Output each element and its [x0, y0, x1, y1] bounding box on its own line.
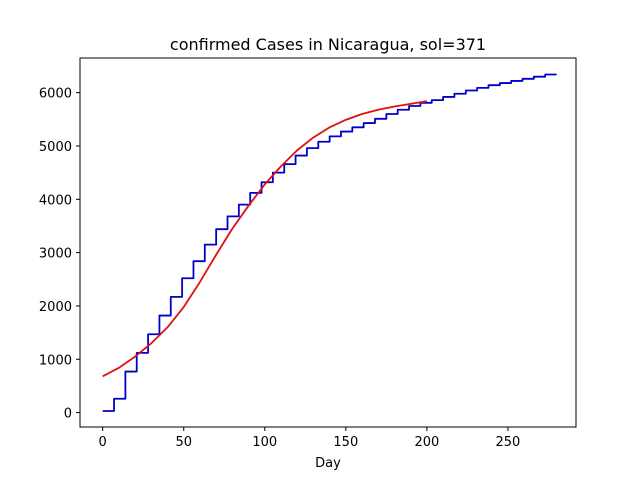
y-tick-label: 0 — [64, 407, 72, 422]
x-axis-title: Day — [315, 456, 341, 471]
y-tick-label: 6000 — [39, 87, 72, 102]
series-line-1 — [102, 73, 557, 412]
plot-area — [102, 73, 557, 412]
y-tick-label: 3000 — [39, 247, 72, 262]
x-tick-label: 50 — [175, 435, 192, 450]
series-line-2 — [102, 100, 428, 378]
y-axis: 0 1000 2000 3000 4000 5000 6000 — [39, 87, 80, 422]
y-tick-label: 4000 — [39, 193, 72, 208]
x-tick-label: 200 — [414, 435, 439, 450]
y-tick-label: 2000 — [39, 300, 72, 315]
chart-title: confirmed Cases in Nicaragua, sol=371 — [170, 35, 486, 54]
y-tick-label: 1000 — [39, 353, 72, 368]
x-tick-label: 250 — [496, 435, 521, 450]
plot-frame — [79, 57, 577, 428]
y-tick-label: 5000 — [39, 140, 72, 155]
x-axis: 0 50 100 150 200 250 — [99, 427, 521, 450]
x-tick-label: 150 — [333, 435, 358, 450]
x-tick-label: 0 — [99, 435, 107, 450]
x-tick-label: 100 — [252, 435, 277, 450]
